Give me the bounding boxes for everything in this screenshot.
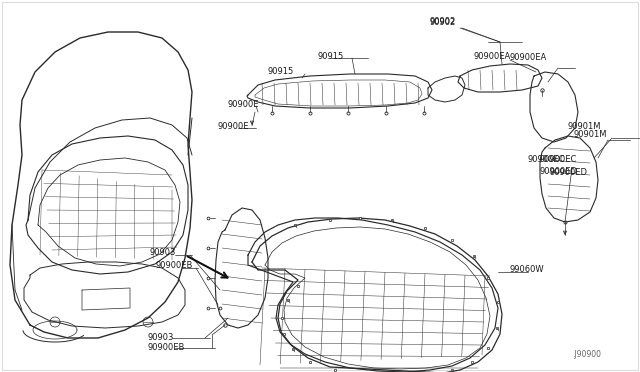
Text: .J90900: .J90900 <box>572 350 601 359</box>
Text: 90900EB: 90900EB <box>148 343 186 352</box>
Text: 90900EA: 90900EA <box>510 53 547 62</box>
Text: 90900ED: 90900ED <box>540 167 578 176</box>
Text: 90900ED: 90900ED <box>550 168 588 177</box>
Text: 90915: 90915 <box>268 67 294 76</box>
Text: 99060W: 99060W <box>510 265 545 274</box>
Text: 90902: 90902 <box>430 17 456 26</box>
Text: 90901M: 90901M <box>574 130 607 139</box>
Text: 90902: 90902 <box>430 18 456 27</box>
Text: 90900EC: 90900EC <box>528 155 565 164</box>
Text: 90900EC: 90900EC <box>540 155 577 164</box>
Text: 90900EB: 90900EB <box>155 261 193 270</box>
Text: 90900EA: 90900EA <box>474 52 511 61</box>
Text: 90903: 90903 <box>148 333 174 342</box>
Text: 90915: 90915 <box>318 52 344 61</box>
Text: 90900E: 90900E <box>218 122 250 131</box>
Text: 90900E: 90900E <box>228 100 259 109</box>
Text: 90901M: 90901M <box>568 122 602 131</box>
Text: 90903: 90903 <box>150 248 177 257</box>
